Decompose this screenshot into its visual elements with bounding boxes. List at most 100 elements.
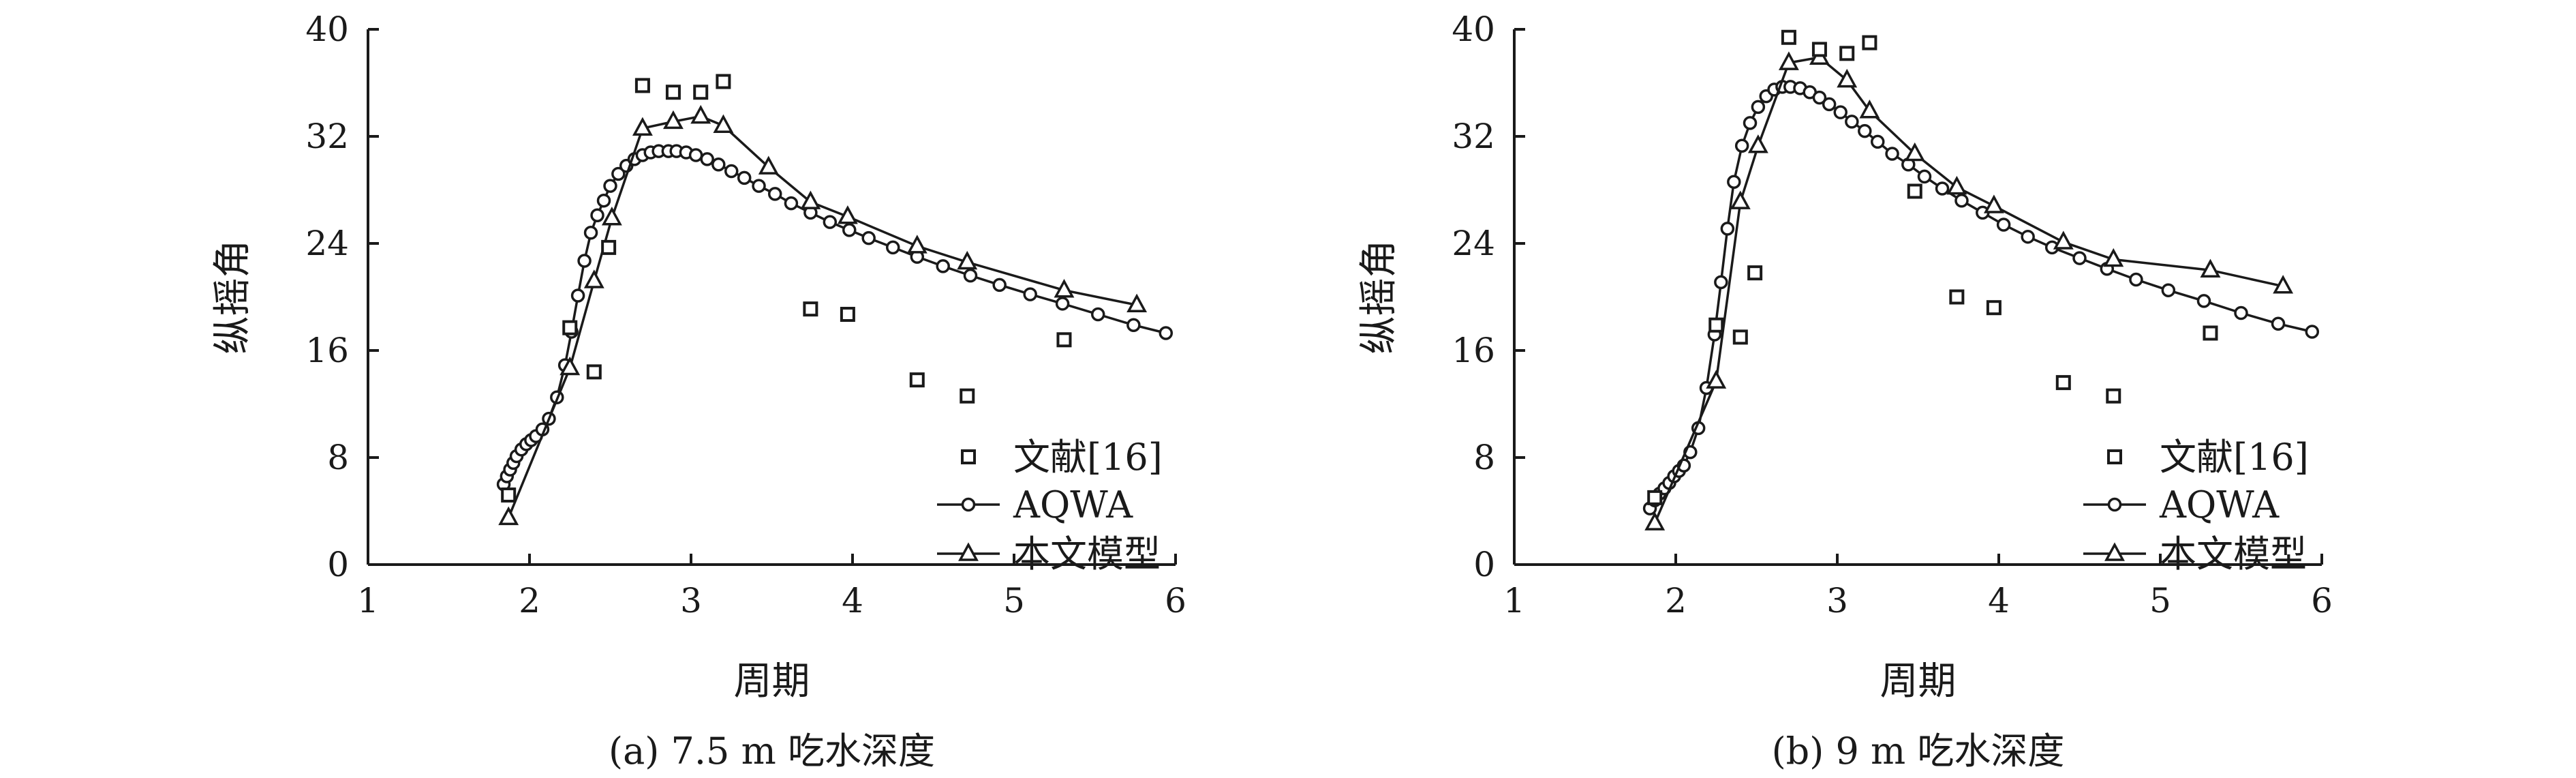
data-point-square [1056, 332, 1072, 348]
data-point-circle [1885, 147, 1899, 161]
data-point-circle [688, 148, 703, 162]
data-point-triangle [1706, 370, 1727, 389]
data-point-square [1647, 490, 1663, 505]
series-triangle [1644, 46, 2294, 530]
data-point-triangle [690, 104, 711, 124]
x-tick-label: 4 [842, 581, 863, 620]
legend-item-triangle: 本文模型 [937, 533, 1161, 575]
data-point-circle [1090, 307, 1105, 322]
legend-item-circle: AQWA [2083, 483, 2280, 526]
y-tick-label: 8 [1473, 438, 1495, 477]
data-point-circle [596, 193, 611, 208]
data-point-circle [1720, 222, 1735, 236]
data-point-circle [711, 157, 726, 172]
data-point-square [960, 388, 975, 404]
data-point-circle [1812, 90, 1827, 105]
data-point-triangle [583, 269, 604, 288]
legend-label: 文献[16] [1013, 436, 1163, 479]
data-point-square [1708, 317, 1724, 333]
data-point-triangle [2053, 230, 2074, 250]
data-point-triangle [957, 250, 978, 270]
data-point-triangle [837, 205, 858, 224]
y-axis-title: 纵摇角 [1357, 240, 1401, 355]
legend-item-circle: AQWA [937, 483, 1133, 526]
data-point-circle [1743, 116, 1758, 130]
data-point-circle [700, 152, 714, 166]
data-point-circle [1126, 318, 1141, 332]
legend-label: 本文模型 [2160, 533, 2307, 575]
data-point-circle [583, 226, 598, 240]
data-point-circle [2129, 272, 2143, 287]
data-point-triangle [632, 117, 653, 136]
data-point-triangle [713, 114, 734, 134]
x-axis-title: 周期 [734, 659, 810, 704]
data-point-square [562, 320, 578, 335]
data-point-triangle [2104, 542, 2125, 561]
data-point-circle [2072, 251, 2087, 265]
x-tick-label: 1 [1503, 581, 1525, 620]
series-triangle [498, 104, 1148, 526]
x-axis-title: 周期 [1880, 659, 1957, 704]
data-point-triangle [1904, 142, 1925, 162]
data-point-triangle [662, 110, 684, 130]
y-tick-label: 40 [305, 10, 349, 49]
data-point-triangle [1644, 511, 1666, 530]
y-tick-label: 0 [1473, 545, 1495, 584]
series-square [501, 74, 1072, 503]
data-point-circle [1055, 297, 1070, 311]
data-point-square [961, 449, 976, 464]
legend-item-triangle: 本文模型 [2083, 533, 2307, 575]
x-tick-label: 5 [2149, 581, 2171, 620]
legend-item-square: 文献[16] [961, 436, 1163, 479]
chart-panel-a: 1 2 3 4 5 6 0 8 16 24 32 40 周期 纵摇角 (a) 7.5 m 吃水深度 文献[16… [211, 10, 1186, 773]
data-point-square [2106, 388, 2121, 404]
data-point-circle [611, 166, 626, 181]
data-point-square [1811, 42, 1827, 57]
data-point-circle [784, 196, 799, 211]
data-point-triangle [958, 542, 979, 561]
data-point-triangle [1054, 279, 1075, 298]
data-point-square [1907, 183, 1922, 199]
data-point-circle [1023, 287, 1037, 301]
data-point-circle [603, 179, 617, 193]
data-point-circle [842, 223, 857, 237]
data-point-circle [570, 288, 585, 303]
y-tick-label: 32 [1452, 117, 1495, 156]
data-point-circle [724, 164, 739, 179]
legend-label: AQWA [1013, 483, 1133, 526]
data-point-circle [1917, 169, 1932, 184]
data-point-square [634, 78, 650, 93]
data-point-circle [2271, 316, 2286, 331]
data-point-triangle [1126, 293, 1148, 313]
data-point-circle [936, 259, 950, 273]
data-point-triangle [1747, 134, 1768, 153]
data-point-square [803, 301, 818, 317]
data-point-triangle [2200, 258, 2221, 278]
data-point-triangle [601, 207, 622, 226]
data-point-square [716, 74, 731, 89]
data-point-circle [737, 170, 752, 185]
data-point-square [665, 85, 681, 100]
data-point-circle [1858, 123, 1872, 138]
data-point-triangle [1946, 175, 1967, 195]
data-point-circle [590, 208, 604, 223]
data-point-circle [767, 187, 782, 201]
x-tick-label: 2 [1665, 581, 1687, 620]
data-point-square [601, 239, 617, 255]
data-point-triangle [1859, 100, 1880, 119]
chart-caption: (b) 9 m 吃水深度 [1772, 730, 2065, 773]
y-tick-label: 32 [305, 117, 349, 156]
y-axis-title: 纵摇角 [211, 240, 255, 355]
x-tick-label: 1 [357, 581, 379, 620]
data-point-square [586, 364, 602, 380]
data-point-square [2203, 325, 2218, 341]
x-tick-label: 2 [519, 581, 540, 620]
data-point-circle [2305, 325, 2320, 339]
data-point-circle [1935, 181, 1950, 196]
data-point-circle [1727, 175, 1741, 189]
data-point-circle [1871, 134, 1885, 149]
x-tick-label: 6 [1165, 581, 1186, 620]
data-point-square [1986, 300, 2002, 316]
data-point-circle [823, 215, 838, 229]
data-point-square [693, 85, 709, 100]
